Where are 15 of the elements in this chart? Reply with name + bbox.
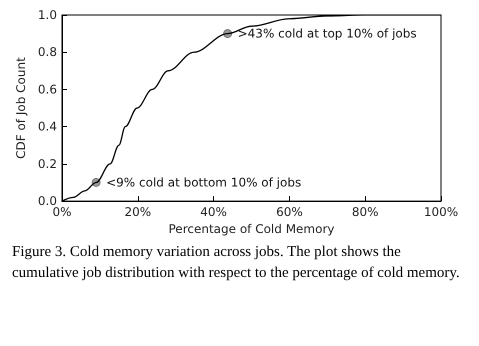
x-axis-title: Percentage of Cold Memory	[168, 222, 334, 236]
x-tick-label: 20%	[124, 205, 152, 220]
caption: Figure 3. Cold memory variation across jobs. The plot shows the cumulative job distribution with respect to the percentage of cold memory.	[12, 243, 461, 283]
y-tick-label: 0.6	[38, 82, 57, 96]
x-tick-label: 60%	[276, 205, 303, 220]
y-tick-label: 0.8	[38, 45, 57, 60]
annotation: <9% cold at bottom 10% of jobs	[106, 175, 302, 190]
annotation: >43% cold at top 10% of jobs	[238, 26, 417, 41]
y-tick-label: 0.4	[38, 120, 57, 134]
y-tick-label: 1.0	[38, 8, 57, 22]
y-axis-title: CDF of Job Count	[14, 56, 28, 159]
x-tick-label: 80%	[352, 205, 379, 220]
y-tick-label: 0.2	[38, 156, 57, 171]
x-tick-label: 40%	[200, 205, 227, 220]
x-tick-label: 100%	[424, 205, 458, 220]
